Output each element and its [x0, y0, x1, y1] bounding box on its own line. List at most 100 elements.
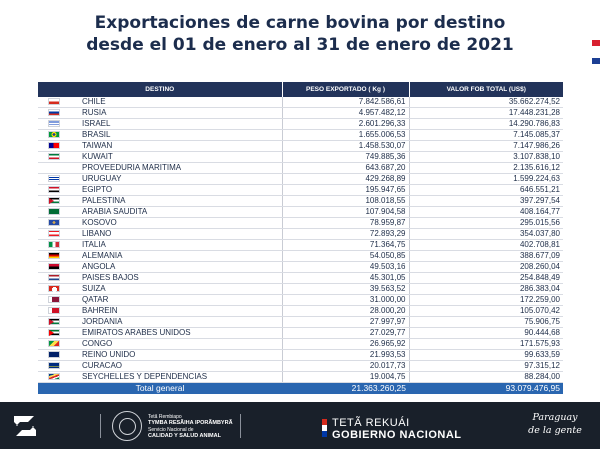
- table-row: ANGOLA 49.503,16 208.260,04: [38, 261, 563, 273]
- table-row: ARABIA SAUDITA 107.904,58 408.164,77: [38, 206, 563, 218]
- peso-cell: 1.655.006,53: [281, 129, 409, 141]
- gov-name-spanish: GOBIERNO NACIONAL: [332, 429, 462, 441]
- table-row: ITALIA 71.364,75 402.708,81: [38, 239, 563, 251]
- peso-cell: 4.957.482,12: [281, 107, 409, 119]
- paraguay-flag-icon: [322, 419, 327, 437]
- header-peso: PESO EXPORTADO ( Kg ): [281, 82, 409, 97]
- palestine-flag-icon: [48, 197, 60, 205]
- destino-name: KOSOVO: [82, 218, 117, 227]
- peso-cell: 749.885,36: [281, 151, 409, 163]
- exports-table: DESTINO PESO EXPORTADO ( Kg ) VALOR FOB …: [38, 82, 563, 394]
- destino-cell: KUWAIT: [38, 151, 282, 163]
- slogan: Paraguay de la gente: [520, 411, 590, 437]
- footer-bar: Tetã Rembiapo TYMBA RESÃIHA IPORÃMBYRÃ S…: [0, 402, 600, 449]
- peso-cell: 7.842.586,61: [281, 97, 409, 108]
- uk-flag-icon: [48, 351, 60, 359]
- destino-name: SEYCHELLES Y DEPENDENCIAS: [82, 372, 208, 381]
- egypt-flag-icon: [48, 186, 60, 194]
- table-row: EMIRATOS ARABES UNIDOS 27.029,77 90.444,68: [38, 327, 563, 339]
- table-row: ISRAEL 2.601.296,33 14.290.786,83: [38, 118, 563, 130]
- uruguay-flag-icon: [48, 175, 60, 183]
- destino-cell: ITALIA: [38, 239, 282, 251]
- destino-name: ANGOLA: [82, 262, 116, 271]
- destino-name: PALESTINA: [82, 196, 126, 205]
- destino-name: PAISES BAJOS: [82, 273, 139, 282]
- valor-cell: 354.037,80: [408, 228, 563, 240]
- total-label: Total general: [38, 382, 282, 394]
- valor-cell: 208.260,04: [408, 261, 563, 273]
- senacsa-logo-icon: [14, 416, 36, 436]
- switzerland-flag-icon: [48, 285, 60, 293]
- header-destino: DESTINO: [38, 82, 282, 97]
- kosovo-flag-icon: [48, 219, 60, 227]
- valor-cell: 646.551,21: [408, 184, 563, 196]
- valor-cell: 105.070,42: [408, 305, 563, 317]
- saudi-arabia-flag-icon: [48, 208, 60, 216]
- uae-flag-icon: [48, 329, 60, 337]
- valor-cell: 254.848,49: [408, 272, 563, 284]
- title-line-1: Exportaciones de carne bovina por destin…: [94, 13, 506, 33]
- destino-name: ARABIA SAUDITA: [82, 207, 148, 216]
- destino-cell: PALESTINA: [38, 195, 282, 207]
- qatar-flag-icon: [48, 296, 60, 304]
- lebanon-flag-icon: [48, 230, 60, 238]
- chile-flag-icon: [48, 98, 60, 106]
- destino-cell: SEYCHELLES Y DEPENDENCIAS: [38, 371, 282, 383]
- table-row: KOSOVO 78.959,87 295.015,56: [38, 217, 563, 229]
- gov-name-guarani: TETÃ REKUÁI: [332, 417, 410, 429]
- destino-cell: ARABIA SAUDITA: [38, 206, 282, 218]
- destino-name: LIBANO: [82, 229, 112, 238]
- empty-flag-slot: [48, 164, 60, 171]
- israel-flag-icon: [48, 120, 60, 128]
- destino-name: URUGUAY: [82, 174, 122, 183]
- curacao-flag-icon: [48, 362, 60, 370]
- peso-cell: 20.017,73: [281, 360, 409, 372]
- destino-name: BRASIL: [82, 130, 111, 139]
- destino-name: CONGO: [82, 339, 113, 348]
- peso-cell: 27.029,77: [281, 327, 409, 339]
- destino-cell: REINO UNIDO: [38, 349, 282, 361]
- peso-cell: 19.004,75: [281, 371, 409, 383]
- valor-cell: 402.708,81: [408, 239, 563, 251]
- destino-cell: EMIRATOS ARABES UNIDOS: [38, 327, 282, 339]
- national-seal-icon: [112, 411, 142, 441]
- header-valor: VALOR FOB TOTAL (US$): [408, 82, 563, 97]
- bahrain-flag-icon: [48, 307, 60, 315]
- valor-cell: 14.290.786,83: [408, 118, 563, 130]
- peso-cell: 1.458.530,07: [281, 140, 409, 152]
- peso-cell: 31.000,00: [281, 294, 409, 306]
- table-row: LIBANO 72.893,29 354.037,80: [38, 228, 563, 240]
- table-row: PAISES BAJOS 45.301,05 254.848,49: [38, 272, 563, 284]
- table-row: BRASIL 1.655.006,53 7.145.085,37: [38, 129, 563, 141]
- peso-cell: 195.947,65: [281, 184, 409, 196]
- table-row: BAHREIN 28.000,20 105.070,42: [38, 305, 563, 317]
- table-body: CHILE 7.842.586,61 35.662.274,52 RUSIA 4.957…: [38, 97, 563, 383]
- table-row: SUIZA 39.563,52 286.383,04: [38, 283, 563, 295]
- peso-cell: 28.000,20: [281, 305, 409, 317]
- valor-cell: 286.383,04: [408, 283, 563, 295]
- valor-cell: 35.662.274,52: [408, 97, 563, 108]
- destino-name: EGIPTO: [82, 185, 113, 194]
- table-row: EGIPTO 195.947,65 646.551,21: [38, 184, 563, 196]
- destino-name: PROVEEDURIA MARITIMA: [82, 163, 182, 172]
- valor-cell: 388.677,09: [408, 250, 563, 262]
- valor-cell: 172.259,00: [408, 294, 563, 306]
- table-row: PROVEEDURIA MARITIMA 643.687,20 2.135.616,…: [38, 162, 563, 174]
- destino-name: ISRAEL: [82, 119, 111, 128]
- destino-cell: CONGO: [38, 338, 282, 350]
- destino-cell: EGIPTO: [38, 184, 282, 196]
- destino-cell: BAHREIN: [38, 305, 282, 317]
- peso-cell: 107.904,58: [281, 206, 409, 218]
- destino-name: REINO UNIDO: [82, 350, 136, 359]
- table-row: KUWAIT 749.885,36 3.107.838,10: [38, 151, 563, 163]
- destino-cell: ISRAEL: [38, 118, 282, 130]
- table-row: RUSIA 4.957.482,12 17.448.231,28: [38, 107, 563, 119]
- destino-cell: ALEMANIA: [38, 250, 282, 262]
- valor-cell: 2.135.616,12: [408, 162, 563, 174]
- italy-flag-icon: [48, 241, 60, 249]
- ministry-line-3: Servicio Nacional de: [148, 427, 194, 433]
- valor-cell: 7.145.085,37: [408, 129, 563, 141]
- destino-name: EMIRATOS ARABES UNIDOS: [82, 328, 191, 337]
- destino-cell: URUGUAY: [38, 173, 282, 185]
- ministry-line-2: TYMBA RESÃIHA IPORÃMBYRÃ: [148, 420, 233, 426]
